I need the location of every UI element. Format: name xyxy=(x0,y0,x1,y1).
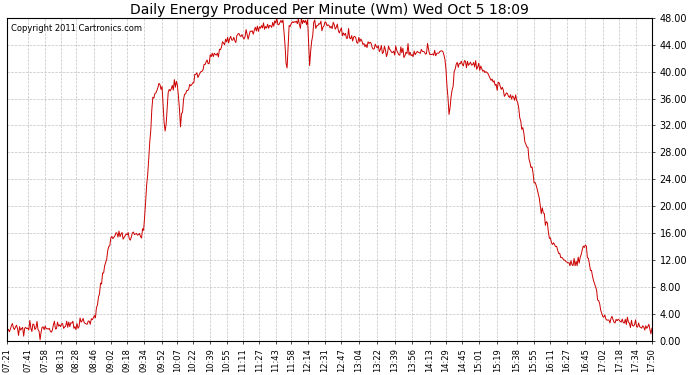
Title: Daily Energy Produced Per Minute (Wm) Wed Oct 5 18:09: Daily Energy Produced Per Minute (Wm) We… xyxy=(130,3,529,17)
Text: Copyright 2011 Cartronics.com: Copyright 2011 Cartronics.com xyxy=(10,24,141,33)
